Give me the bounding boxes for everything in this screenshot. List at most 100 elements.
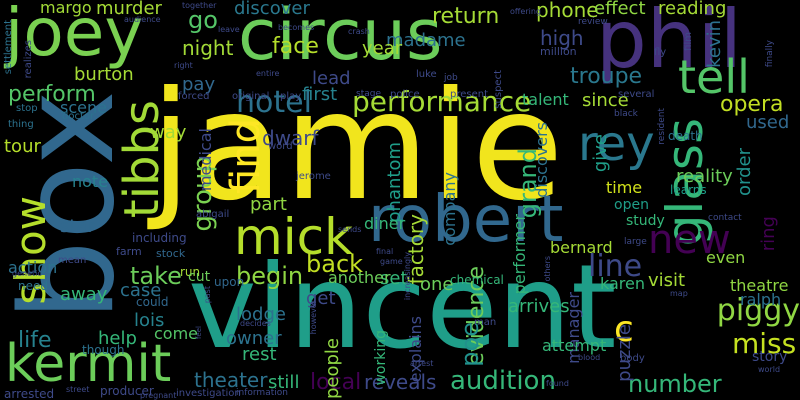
word-man: man: [474, 317, 497, 328]
word-audience: audience: [124, 15, 161, 24]
word-farm: farm: [116, 245, 142, 258]
word-scene: scene: [60, 98, 107, 117]
word-perform: perform: [8, 82, 96, 107]
word-opera: opera: [720, 92, 784, 117]
word-street: street: [66, 385, 90, 394]
word-lead: lead: [312, 68, 351, 89]
word-ralph: ralph: [740, 290, 782, 309]
word-resident: resident: [657, 108, 667, 145]
word-need: need: [18, 279, 48, 293]
word-talent: talent: [522, 90, 569, 109]
word-help: help: [98, 328, 137, 349]
word-final: final: [376, 247, 394, 256]
word-diner: diner: [364, 214, 406, 233]
word-could: could: [136, 295, 169, 309]
word-forced: forced: [178, 91, 210, 102]
word-fly: fly: [654, 47, 667, 58]
word-million: million: [540, 45, 577, 58]
word-death: death: [668, 129, 703, 143]
word-back: back: [306, 250, 364, 278]
word-large: large: [624, 237, 647, 247]
word-study: study: [626, 213, 665, 229]
word-dwarf: dwarf: [262, 126, 319, 150]
word-poe: poe: [456, 322, 484, 367]
word-stage: stage: [356, 89, 381, 99]
word-bernard: bernard: [550, 238, 613, 257]
word-line: line: [588, 249, 643, 284]
word-review: review: [578, 17, 608, 27]
word-chemical: chemical: [450, 273, 504, 287]
word-entire: entire: [256, 69, 280, 78]
word-phantom: phantom: [384, 142, 405, 223]
word-sends: sends: [338, 225, 362, 234]
word-company: company: [440, 172, 459, 246]
word-theater: theater: [194, 368, 268, 392]
word-time: time: [606, 178, 643, 197]
word-get: get: [306, 288, 336, 309]
word-body: body: [620, 353, 645, 364]
word-offering: offering: [510, 7, 541, 16]
word-rey: rey: [578, 116, 655, 172]
word-come: come: [154, 324, 199, 343]
word-increasingly: increasingly: [403, 252, 412, 301]
word-one: one: [420, 274, 454, 295]
word-doctor: doctor: [62, 111, 95, 122]
word-investigation: investigation: [176, 388, 241, 399]
word-away: away: [60, 284, 108, 305]
word-give: give: [590, 134, 611, 173]
word-circus: circus: [238, 0, 443, 76]
word-even: even: [706, 248, 746, 267]
word-black: black: [614, 109, 638, 119]
word-arrives: arrives: [508, 296, 570, 317]
word-thing: thing: [8, 119, 34, 130]
word-theatre: theatre: [730, 276, 789, 295]
word-robert: robert: [368, 183, 564, 257]
word-right: right: [174, 61, 193, 70]
word-crash: crash: [348, 27, 370, 36]
word-contact: contact: [708, 213, 742, 223]
word-margo: margo: [40, 0, 92, 17]
word-settlement: settlement: [3, 20, 14, 75]
word-high: high: [540, 26, 584, 50]
word-film: film: [683, 32, 694, 51]
word-kermit: kermit: [5, 334, 172, 394]
word-though: though: [82, 343, 125, 357]
word-cut: cut: [188, 269, 211, 285]
word-abigail: abigail: [196, 209, 230, 220]
word-visit: visit: [648, 270, 686, 291]
word-feel: feel: [195, 326, 203, 340]
word-part: part: [250, 194, 287, 215]
word-realizes: realizes: [23, 40, 34, 79]
word-play: play: [280, 91, 302, 102]
word-joey: joey: [5, 0, 144, 71]
word-local: local: [310, 370, 362, 395]
word-people: people: [322, 338, 343, 400]
word-world: world: [758, 365, 781, 374]
word-word: word: [268, 141, 293, 152]
word-tibbs: tibbs: [114, 100, 170, 219]
word-stock: stock: [156, 247, 186, 260]
word-original: original: [232, 91, 270, 102]
word-burton: burton: [74, 64, 134, 85]
word-information: information: [236, 388, 288, 398]
word-new: new: [648, 217, 731, 263]
word-decides: decides: [240, 319, 271, 328]
word-pay: pay: [182, 74, 216, 95]
word-kevin: kevin: [704, 20, 725, 68]
word-since: since: [582, 90, 629, 111]
word-take: take: [130, 262, 182, 290]
word-blood: blood: [578, 353, 601, 362]
word-pregnant: pregnant: [140, 391, 177, 400]
word-run: run: [180, 265, 201, 279]
word-reveals: reveals: [364, 370, 437, 394]
word-mick: mick: [234, 208, 354, 266]
word-year: year: [362, 38, 403, 59]
word-night: night: [182, 36, 234, 60]
word-find: find: [223, 118, 269, 194]
word-luke: luke: [416, 69, 437, 80]
word-ring: ring: [758, 216, 779, 252]
word-audition: audition: [450, 366, 556, 396]
word-several: several: [618, 89, 655, 100]
word-present: present: [450, 89, 489, 100]
word-producer: producer: [100, 384, 154, 398]
